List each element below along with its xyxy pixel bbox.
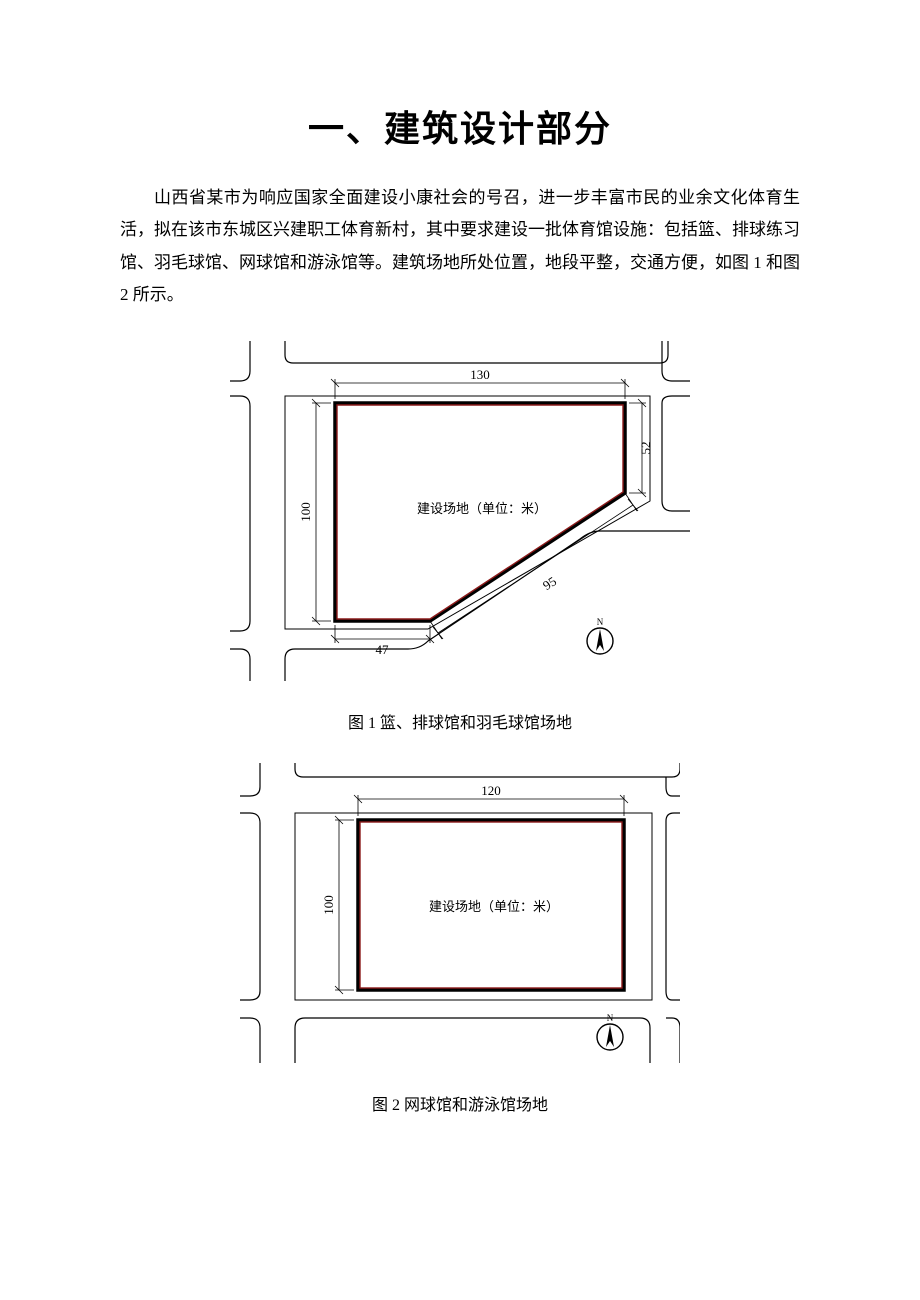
figure-1-svg: 130 100 52 47 — [230, 341, 690, 681]
dim-left-2: 100 — [321, 816, 354, 994]
dim-top-label: 130 — [470, 367, 490, 382]
site-label-1: 建设场地（单位：米） — [417, 501, 547, 516]
dim-top-2: 120 — [354, 783, 628, 816]
figure-2: 120 100 建设场地（单位：米） N — [120, 763, 800, 1063]
dim-top-label-2: 120 — [481, 783, 501, 798]
dim-right: 52 — [629, 399, 653, 497]
site-label-2: 建设场地（单位：米） — [429, 899, 559, 914]
compass-icon: N — [587, 617, 613, 654]
figure-2-caption: 图 2 网球馆和游泳馆场地 — [120, 1091, 800, 1115]
dim-bottom-label: 47 — [376, 642, 390, 657]
dim-top: 130 — [331, 367, 629, 399]
main-heading: 一、建筑设计部分 — [120, 100, 800, 152]
dim-left-label: 100 — [298, 502, 313, 522]
dim-diag-label: 95 — [540, 574, 559, 594]
dim-bottom: 47 — [331, 625, 434, 657]
figure-1-caption: 图 1 篮、排球馆和羽毛球馆场地 — [120, 709, 800, 733]
compass-n-1: N — [597, 617, 604, 627]
figure-2-svg: 120 100 建设场地（单位：米） N — [240, 763, 680, 1063]
dim-left-label-2: 100 — [321, 895, 336, 915]
dim-left: 100 — [298, 399, 331, 625]
dim-right-label: 52 — [638, 442, 653, 455]
compass-n-2: N — [607, 1013, 614, 1023]
figure-1: 130 100 52 47 — [120, 341, 800, 681]
intro-paragraph: 山西省某市为响应国家全面建设小康社会的号召，进一步丰富市民的业余文化体育生活，拟… — [120, 182, 800, 311]
